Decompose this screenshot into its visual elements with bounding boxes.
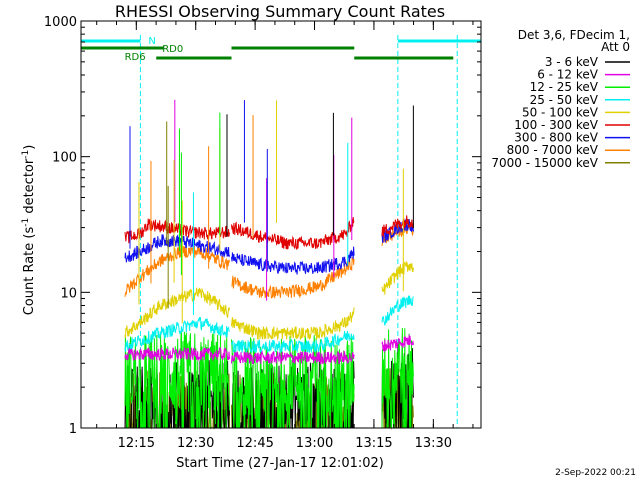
y-tick-label: 100 [52,151,77,166]
y-axis-label-end: ) [22,145,37,150]
x-tick-label: 12:30 [177,436,214,451]
x-tick-label: 12:15 [118,436,155,451]
flag-label-n: N [148,36,155,47]
y-tick-label: 1 [69,422,77,437]
y-axis-label-exp1: -1 [21,218,31,227]
legend-label-7: 300 - 800 keV [514,131,598,145]
legend-label-5: 50 - 100 keV [522,105,599,119]
series-5 [124,295,414,354]
axes: 1 10 100 1000 12:15 12:30 12:45 13:00 13:15 13:30 [44,15,481,451]
x-tick-label: 13:15 [355,436,392,451]
y-tick-label: 1000 [44,15,77,30]
legend-label-9: 7000 - 15000 keV [491,156,598,170]
legend-label-1: 3 - 6 keV [545,55,599,69]
legend-label-3: 12 - 25 keV [530,80,599,94]
x-tick-label: 13:00 [296,436,333,451]
x-tick-label: 13:30 [415,436,452,451]
legend-label-4: 25 - 50 keV [530,93,599,107]
y-axis-label-exp2: -1 [21,150,31,159]
y-axis-label: Count Rate (s-1 detector-1) [21,145,37,316]
legend-header-line-2: Att 0 [601,40,630,54]
plot-content: N RD0 RD6 [81,35,481,430]
series-trace-5 [124,295,414,354]
series-trace-6 [124,334,414,366]
y-tick-label: 10 [60,286,77,301]
legend-label-8: 800 - 7000 keV [507,143,599,157]
y-axis-label-main: Count Rate (s [22,227,37,316]
flag-label-rd0: RD0 [162,44,183,55]
y-axis-label-mid: detector [22,158,37,218]
legend-label-2: 6 - 12 keV [537,68,599,82]
series-trace-4 [124,260,414,341]
legend-header-line-1: Det 3,6, FDecim 1, [518,28,630,42]
chart-title: RHESSI Observing Summary Count Rates [115,2,445,21]
plot-frame [80,20,482,429]
flag-label-rd6: RD6 [125,52,146,63]
series-4 [124,260,414,341]
x-tick-label: 12:45 [236,436,273,451]
series-6 [124,334,414,366]
spike-group [129,99,414,324]
legend-label-6: 100 - 300 keV [514,118,598,132]
x-axis-label: Start Time (27-Jan-17 12:01:02) [176,456,384,471]
footer-date: 2-Sep-2022 00:21 [555,468,636,478]
